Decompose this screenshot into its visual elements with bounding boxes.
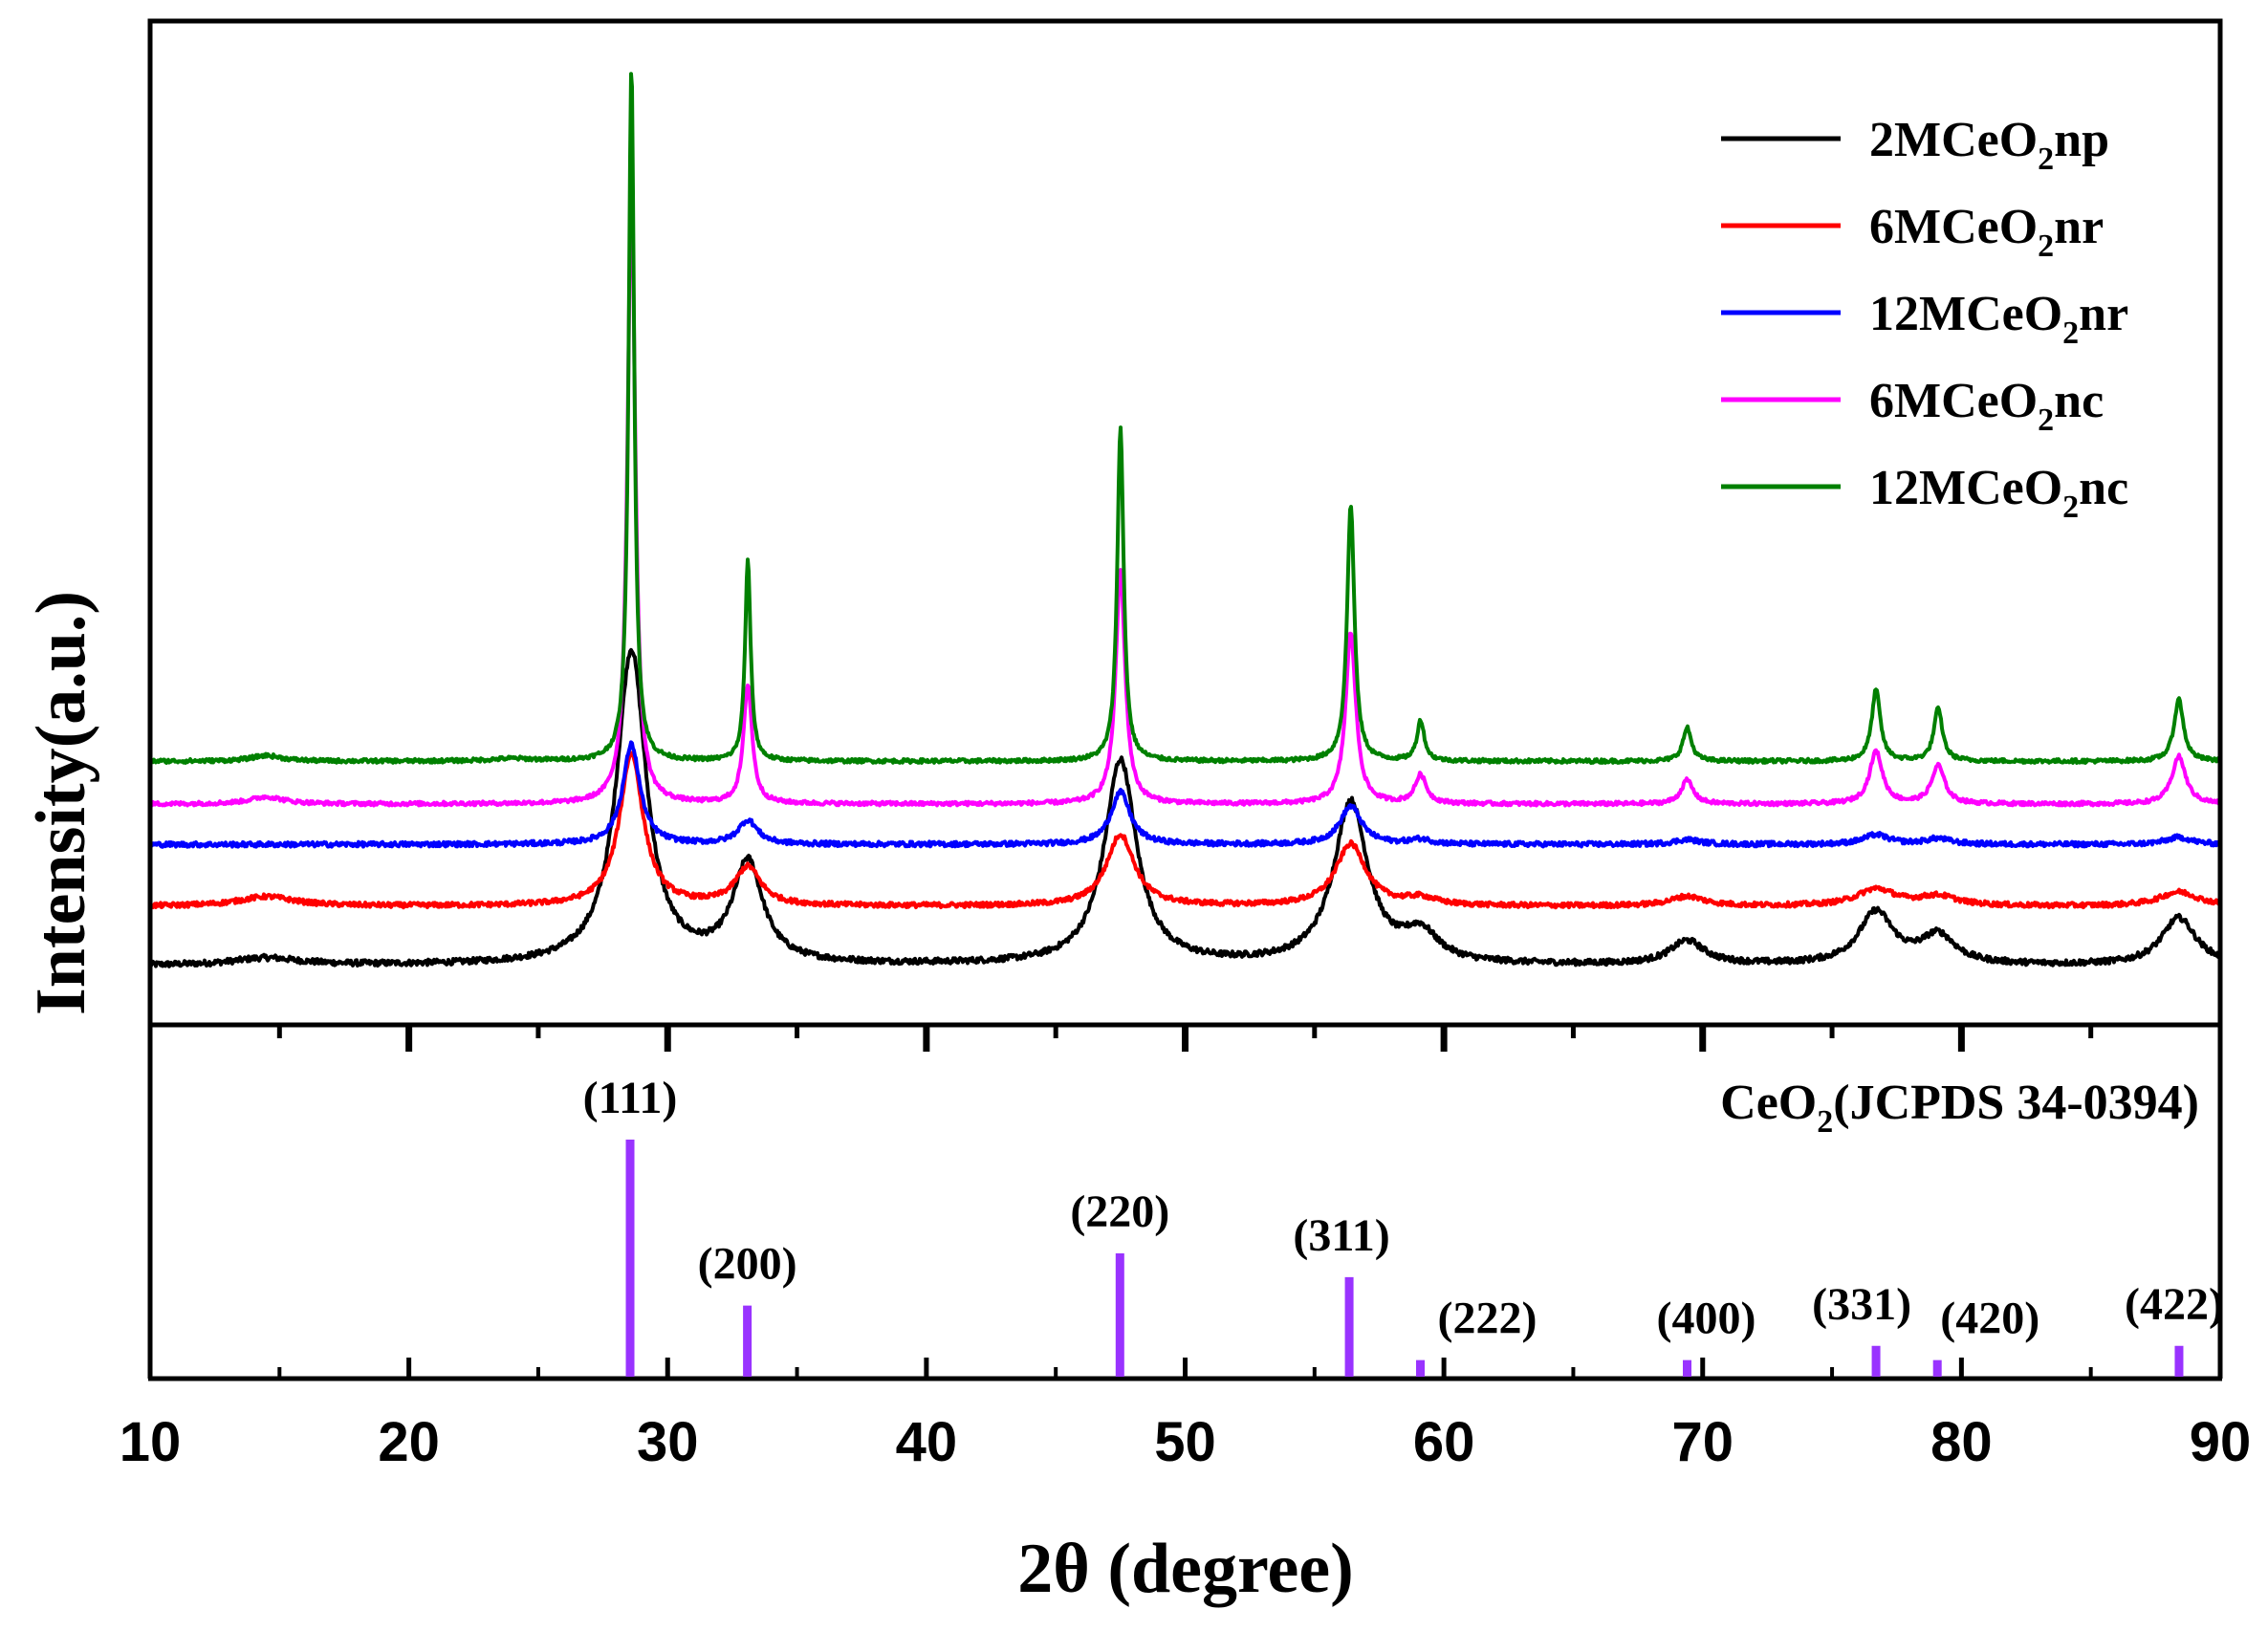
upper-x-ticks (276, 1025, 2094, 1052)
xrd-patterns-panel (147, 18, 2223, 1052)
series-line-12MCeO2nr (148, 740, 2222, 849)
legend: 2MCeO2np 6MCeO2nr 12MCeO2nr 6MCeO2nc 12MCeO2… (1721, 113, 2128, 525)
x-tick-label: 70 (1671, 1411, 1734, 1473)
reference-panel: (111) (200) (220) (311) (222) (400) (331) (420)… (147, 1025, 2224, 1381)
y-axis-title: Intensity(a.u.) (22, 591, 100, 1015)
x-tick-label: 60 (1413, 1411, 1475, 1473)
reference-label-311: (311) (1293, 1210, 1389, 1261)
x-tick-label: 10 (120, 1411, 182, 1473)
reference-label-420: (420) (1940, 1294, 2039, 1344)
legend-label-6MCeO2nc: 6MCeO2nc (1869, 374, 2104, 438)
reference-label-400: (400) (1657, 1294, 1756, 1344)
reference-label-111: (111) (583, 1073, 678, 1123)
x-tick-label: 80 (1930, 1411, 1993, 1473)
reference-label-200: (200) (698, 1239, 797, 1290)
legend-label-2MCeO2np: 2MCeO2np (1869, 113, 2109, 177)
x-tick-label: 40 (896, 1411, 958, 1473)
series-line-12MCeO2nc (148, 72, 2222, 765)
pattern-series-group (148, 72, 2222, 968)
series-line-2MCeO2np (148, 647, 2221, 968)
reference-label-220: (220) (1070, 1186, 1169, 1237)
reference-label-422: (422) (2125, 1279, 2224, 1330)
reference-label-222: (222) (1438, 1294, 1537, 1344)
legend-label-12MCeO2nr: 12MCeO2nr (1869, 287, 2128, 351)
reference-title: CeO2(JCPDS 34-0394) (1720, 1076, 2199, 1140)
x-tick-label: 20 (378, 1411, 440, 1473)
x-tick-label: 30 (637, 1411, 699, 1473)
legend-label-6MCeO2nr: 6MCeO2nr (1869, 200, 2104, 264)
x-axis-ticks (147, 1358, 2223, 1379)
x-tick-labels: 10 20 30 40 50 60 70 80 90 (120, 1411, 2252, 1473)
legend-label-12MCeO2nc: 12MCeO2nc (1869, 461, 2128, 525)
upper-panel-frame (147, 18, 2223, 1028)
series-line-6MCeO2nr (148, 750, 2222, 910)
reference-lines (625, 1140, 2184, 1377)
x-axis-title: 2θ (degree) (1017, 1530, 1354, 1608)
x-tick-label: 50 (1154, 1411, 1216, 1473)
series-line-6MCeO2nc (149, 187, 2221, 808)
reference-label-331: (331) (1812, 1279, 1911, 1330)
reference-labels: (111) (200) (220) (311) (222) (400) (331) (420)… (583, 1073, 2224, 1344)
x-tick-label: 90 (2190, 1411, 2252, 1473)
